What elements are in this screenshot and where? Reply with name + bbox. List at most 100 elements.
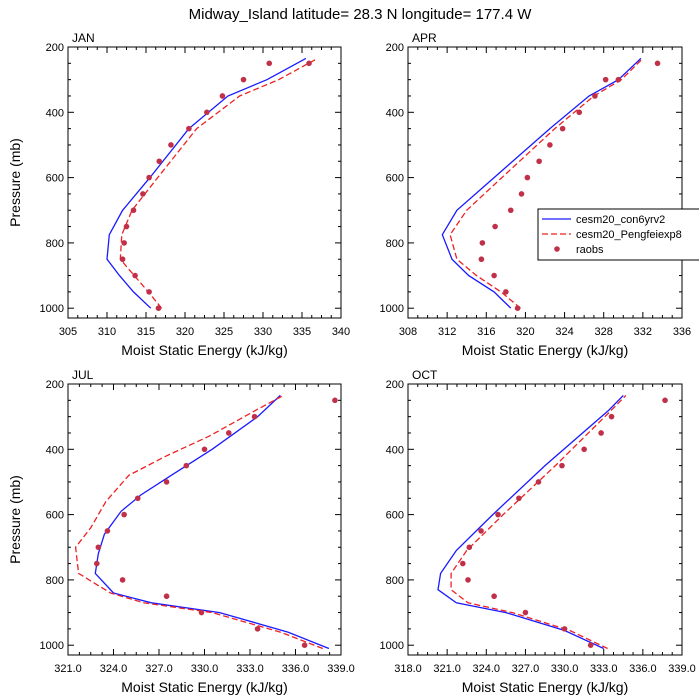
plot-area [106,57,318,312]
series-line-con6yrv2 [441,57,642,309]
raobs-point [306,60,312,67]
x-tick-label: 320 [176,326,194,338]
plot-frame [67,383,342,656]
raobs-point [602,76,609,83]
x-tick-label: 327.0 [145,663,173,675]
series-line-con6yrv2 [437,394,624,650]
raobs-point [615,76,622,83]
raobs-point [140,191,146,197]
x-tick-label: 333.0 [590,663,618,675]
x-tick-label: 312 [438,326,456,338]
x-tick-label: 333.0 [236,663,264,675]
raobs-point [559,125,566,132]
y-tick-label: 1000 [40,640,64,652]
legend-marker-dot [554,246,560,252]
raobs-point [168,142,174,148]
raobs-point [654,60,661,67]
x-tick-label: 327.0 [512,663,540,675]
raobs-point [156,158,163,165]
y-tick-label: 400 [46,444,64,456]
raobs-point [478,256,485,263]
raobs-point [492,223,498,230]
x-tick-label: 332 [634,326,652,338]
raobs-point [491,272,497,279]
plot-area [74,394,338,650]
raobs-point [479,240,486,246]
raobs-point [503,289,509,295]
series-line-pengfeiexp8 [450,394,627,650]
raobs-point [332,397,338,404]
panel-title: OCT [412,368,438,382]
raobs-point [516,495,522,502]
y-tick-label: 400 [386,444,404,456]
x-tick-label: 320 [516,326,534,338]
raobs-point [561,626,568,632]
raobs-point [225,430,232,436]
raobs-point [266,60,273,67]
raobs-point [535,479,542,485]
raobs-point [495,511,501,518]
y-tick-label: 400 [386,107,404,119]
y-tick-label: 600 [46,510,64,522]
series-line-con6yrv2 [106,57,307,309]
x-tick-label: 324.0 [100,663,128,675]
raobs-point [251,413,258,420]
legend-box [537,208,699,261]
raobs-point [119,256,126,263]
x-tick-label: 321.0 [54,663,82,675]
raobs-point [254,626,261,632]
plot-frame [407,46,683,319]
x-tick-label: 324 [555,326,573,338]
raobs-point [198,609,205,616]
legend-label: cesm20_con6yrv2 [576,214,665,226]
x-tick-label: 339.0 [327,663,355,675]
raobs-point [592,93,598,99]
raobs-point [240,76,247,83]
raobs-point [134,495,141,502]
x-tick-label: 330.0 [191,663,219,675]
raobs-point [608,413,615,420]
legend-label: cesm20_Pengfeiexp8 [576,229,682,241]
x-tick-label: 330 [254,326,272,338]
raobs-point [155,305,162,312]
x-tick-label: 316 [477,326,495,338]
x-axis-label: Moist Static Energy (kJ/kg) [121,679,288,695]
figure-title: Midway_Island latitude= 28.3 N longitude… [189,6,533,23]
plot-area [437,394,668,650]
raobs-point [514,305,521,312]
x-tick-label: 330.0 [551,663,579,675]
x-tick-label: 325 [215,326,233,338]
panel-title: JUL [72,368,94,382]
plot-frame [67,46,342,319]
raobs-point [536,158,542,165]
raobs-point [186,125,192,132]
y-tick-label: 600 [46,173,64,185]
raobs-point [201,446,208,453]
raobs-point [204,109,210,116]
x-tick-label: 335 [293,326,311,338]
raobs-point [132,272,138,279]
raobs-point [146,289,152,295]
raobs-point [130,207,137,214]
panel-jul: 321.0 324.0 327.0 330.0 333.0 336.0 339.0 200 40… [7,368,355,695]
panel-title: APR [412,31,437,45]
raobs-point [662,397,668,404]
raobs-point [576,109,583,116]
y-tick-label: 200 [46,379,64,391]
x-tick-label: 328 [595,326,613,338]
x-tick-label: 318.0 [394,663,422,675]
panel-jan: 305 310 315 320 325 330 335 340 200 400 600 800 1000… [7,31,350,358]
raobs-point [163,593,170,600]
panel-apr: 308 312 316 320 324 328 332 336 200 400 600 800 1000… [380,31,692,358]
y-tick-label: 1000 [380,640,404,652]
x-axis-label: Moist Static Energy (kJ/kg) [121,342,288,358]
legend-label: raobs [576,244,604,256]
y-tick-label: 800 [46,575,64,587]
y-tick-label: 800 [386,575,404,587]
x-tick-label: 339.0 [668,663,696,675]
raobs-point [598,430,604,436]
series-line-con6yrv2 [94,394,330,650]
y-tick-label: 1000 [380,303,404,315]
